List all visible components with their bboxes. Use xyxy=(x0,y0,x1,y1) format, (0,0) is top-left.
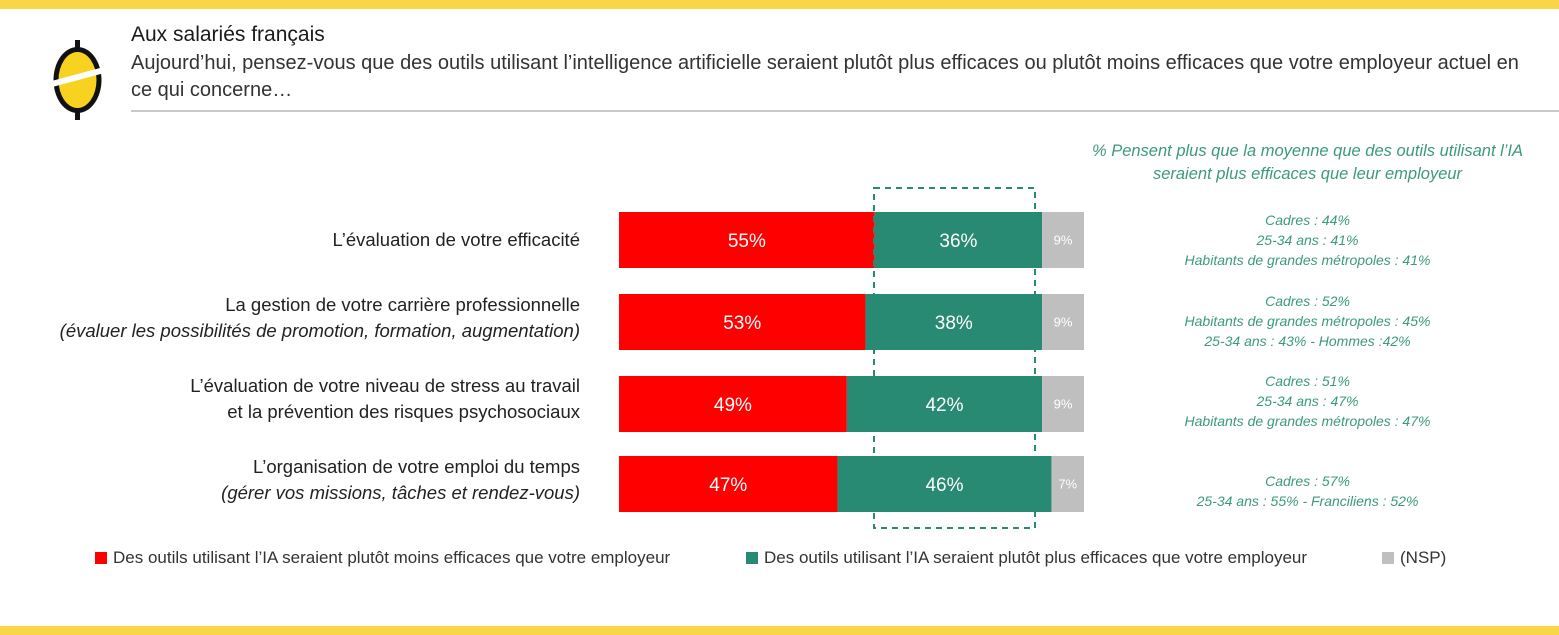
annotation-line: Habitants de grandes métropoles : 47% xyxy=(1184,413,1431,429)
bar-data-label: 36% xyxy=(939,231,977,252)
bar-data-label: 9% xyxy=(1054,315,1073,330)
legend-item-plus: Des outils utilisant l’IA seraient plutô… xyxy=(746,546,1307,570)
annotation-line: Habitants de grandes métropoles : 41% xyxy=(1184,252,1431,268)
row-label-3: L’évaluation de votre niveau de stress a… xyxy=(0,373,580,425)
bar-segment xyxy=(619,212,875,268)
logo-slash xyxy=(51,67,105,87)
bar-segment xyxy=(874,212,1043,268)
bar-data-label: 7% xyxy=(1058,477,1077,492)
row-label-line-2: et la prévention des risques psychosocia… xyxy=(227,401,580,422)
bar-segment xyxy=(619,456,838,512)
bar-segment xyxy=(846,376,1043,432)
bar-segment xyxy=(619,376,847,432)
row-label-line-2: (gérer vos missions, tâches et rendez-vo… xyxy=(221,482,580,503)
annotation-line: 25-34 ans : 55% - Franciliens : 52% xyxy=(1196,493,1419,509)
bar-segment xyxy=(619,294,866,350)
bar-data-label: 38% xyxy=(935,313,973,334)
legend-item-nsp: (NSP) xyxy=(1382,546,1446,570)
annotation-line: Cadres : 57% xyxy=(1265,473,1350,489)
bar-data-label: 9% xyxy=(1054,397,1073,412)
bottom-yellow-band xyxy=(0,626,1559,635)
bar-data-label: 9% xyxy=(1054,233,1073,248)
row-label-4: L’organisation de votre emploi du temps … xyxy=(0,454,580,506)
annotation-line: 25-34 ans : 43% - Hommes :42% xyxy=(1204,333,1411,349)
row-annotation-1: Cadres : 44% 25-34 ans : 41% Habitants d… xyxy=(1150,210,1465,270)
row-label-line-1: L’évaluation de votre niveau de stress a… xyxy=(190,375,580,396)
bar-segment xyxy=(1051,456,1084,512)
row-label-1: L’évaluation de votre efficacité xyxy=(0,227,580,253)
bar-segment xyxy=(1042,376,1084,432)
highlight-dashed-box xyxy=(873,187,1036,529)
row-annotation-3: Cadres : 51% 25-34 ans : 47% Habitants d… xyxy=(1150,371,1465,431)
legend-swatch-moins xyxy=(95,552,107,564)
bar-segment xyxy=(1042,294,1084,350)
logo-top-stem xyxy=(75,40,80,48)
legend-swatch-nsp xyxy=(1382,552,1394,564)
legend-label: Des outils utilisant l’IA seraient plutô… xyxy=(113,548,671,567)
row-annotation-2: Cadres : 52% Habitants de grandes métrop… xyxy=(1150,291,1465,351)
logo-bottom-stem xyxy=(75,112,80,120)
row-label-line-1: L’organisation de votre emploi du temps xyxy=(252,456,580,477)
row-label-line-2: (évaluer les possibilités de promotion, … xyxy=(59,320,580,341)
bar-segment xyxy=(1042,212,1084,268)
annotation-header: % Pensent plus que la moyenne que des ou… xyxy=(1091,142,1524,183)
bar-data-label: 49% xyxy=(714,395,752,416)
question-text: Aujourd’hui, pensez-vous que des outils … xyxy=(131,52,1519,101)
row-label-line-1: La gestion de votre carrière professionn… xyxy=(225,294,580,315)
legend-label: (NSP) xyxy=(1400,548,1447,567)
logo-icon xyxy=(51,40,105,120)
top-yellow-band xyxy=(0,0,1559,9)
legend-item-moins: Des outils utilisant l’IA seraient plutô… xyxy=(95,546,670,570)
audience-title: Aux salariés français xyxy=(131,23,325,46)
row-annotation-4: Cadres : 57% 25-34 ans : 55% - Francilie… xyxy=(1150,471,1465,511)
header-divider xyxy=(131,110,1559,112)
bar-data-label: 55% xyxy=(728,231,766,252)
bar-data-label: 47% xyxy=(709,475,747,496)
bar-data-label: 42% xyxy=(925,395,963,416)
legend-label: Des outils utilisant l’IA seraient plutô… xyxy=(764,548,1308,567)
bar-data-label: 53% xyxy=(723,313,761,334)
row-label-2: La gestion de votre carrière professionn… xyxy=(0,292,580,344)
row-label-line-1: L’évaluation de votre efficacité xyxy=(332,229,580,250)
annotation-line: Habitants de grandes métropoles : 45% xyxy=(1184,313,1431,329)
legend-swatch-plus xyxy=(746,552,758,564)
annotation-line: 25-34 ans : 47% xyxy=(1256,393,1359,409)
annotation-line: Cadres : 44% xyxy=(1265,212,1350,228)
annotation-line: Cadres : 51% xyxy=(1265,373,1350,389)
annotation-line: Cadres : 52% xyxy=(1265,293,1350,309)
bar-data-label: 46% xyxy=(925,475,963,496)
bar-segment xyxy=(865,294,1043,350)
annotation-line: 25-34 ans : 41% xyxy=(1256,232,1359,248)
